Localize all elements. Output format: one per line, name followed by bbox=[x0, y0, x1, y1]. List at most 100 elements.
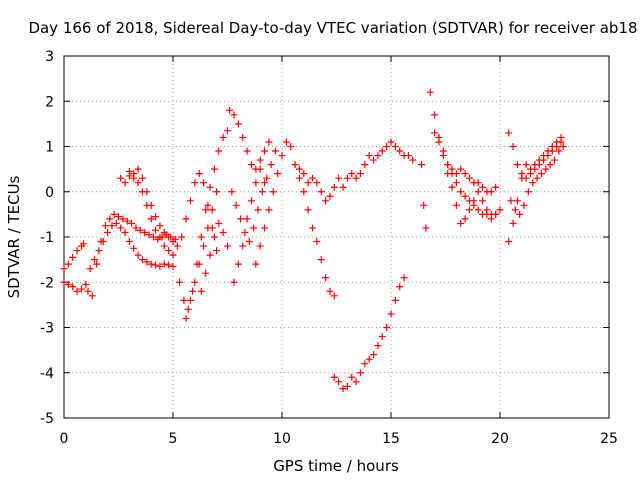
series-arc-a bbox=[60, 278, 90, 295]
series-arc-m bbox=[230, 165, 269, 286]
data-point bbox=[527, 170, 535, 178]
data-point bbox=[404, 152, 412, 160]
data-point bbox=[245, 238, 253, 246]
data-point bbox=[191, 278, 199, 286]
series-arc-j bbox=[197, 219, 231, 295]
data-point bbox=[247, 161, 255, 169]
data-point bbox=[518, 170, 526, 178]
data-points bbox=[60, 88, 567, 393]
series-arc-h bbox=[182, 188, 221, 322]
data-point bbox=[234, 120, 242, 128]
data-point bbox=[125, 167, 133, 175]
data-point bbox=[169, 262, 177, 270]
data-point bbox=[524, 188, 532, 196]
data-point bbox=[134, 179, 142, 187]
data-point bbox=[322, 274, 330, 282]
data-point bbox=[160, 228, 168, 236]
data-point bbox=[226, 106, 234, 114]
data-point bbox=[230, 111, 238, 119]
data-point bbox=[387, 138, 395, 146]
data-point bbox=[300, 188, 308, 196]
data-point bbox=[88, 292, 96, 300]
data-point bbox=[444, 161, 452, 169]
data-point bbox=[513, 161, 521, 169]
data-point bbox=[165, 247, 173, 255]
y-tick-label: 0 bbox=[45, 185, 54, 201]
data-point bbox=[544, 152, 552, 160]
data-point bbox=[180, 296, 188, 304]
data-point bbox=[295, 165, 303, 173]
data-point bbox=[326, 192, 334, 200]
data-point bbox=[165, 261, 173, 269]
data-point bbox=[117, 224, 125, 232]
data-point bbox=[250, 224, 258, 232]
data-point bbox=[505, 129, 513, 137]
data-point bbox=[378, 333, 386, 341]
data-point bbox=[322, 197, 330, 205]
data-point bbox=[156, 233, 164, 241]
data-point bbox=[60, 278, 68, 286]
series-arc-g bbox=[176, 127, 231, 313]
data-point bbox=[160, 242, 168, 250]
data-point bbox=[73, 287, 81, 295]
data-point bbox=[265, 138, 273, 146]
data-point bbox=[237, 215, 245, 223]
data-point bbox=[370, 351, 378, 359]
data-point bbox=[130, 170, 138, 178]
data-point bbox=[431, 111, 439, 119]
data-point bbox=[513, 197, 521, 205]
data-point bbox=[479, 197, 487, 205]
data-point bbox=[224, 127, 231, 135]
data-point bbox=[418, 161, 426, 169]
y-tick-label: -5 bbox=[40, 411, 54, 427]
data-point bbox=[356, 170, 364, 178]
series-arc-x bbox=[505, 129, 565, 182]
data-point bbox=[121, 228, 129, 236]
series-arc-l bbox=[228, 147, 279, 246]
data-point bbox=[176, 278, 184, 286]
data-point bbox=[330, 292, 338, 300]
data-point bbox=[365, 152, 373, 160]
data-point bbox=[474, 179, 482, 187]
x-tick-label: 5 bbox=[169, 431, 178, 447]
series-arc-y bbox=[507, 143, 567, 218]
data-point bbox=[138, 174, 146, 182]
data-point bbox=[483, 210, 491, 218]
data-point bbox=[243, 215, 251, 223]
data-point bbox=[228, 188, 236, 196]
data-point bbox=[156, 262, 164, 270]
data-point bbox=[457, 188, 465, 196]
data-point bbox=[125, 238, 133, 246]
data-point bbox=[511, 206, 519, 214]
data-point bbox=[202, 206, 210, 214]
data-point bbox=[191, 179, 199, 187]
data-point bbox=[269, 188, 277, 196]
y-tick-label: -2 bbox=[40, 275, 54, 291]
data-point bbox=[352, 174, 360, 182]
data-point bbox=[112, 219, 120, 227]
data-point bbox=[542, 165, 550, 173]
data-point bbox=[64, 281, 72, 289]
data-point bbox=[130, 244, 138, 252]
series-arc-o bbox=[291, 161, 338, 300]
data-point bbox=[356, 369, 364, 377]
data-point bbox=[117, 174, 125, 182]
data-point bbox=[465, 206, 473, 214]
data-point bbox=[505, 238, 513, 246]
data-point bbox=[422, 224, 430, 232]
data-point bbox=[206, 251, 214, 259]
data-point bbox=[213, 247, 221, 255]
y-tick-label: 2 bbox=[45, 94, 54, 110]
series-arc-t bbox=[431, 129, 504, 223]
data-point bbox=[119, 215, 127, 223]
data-point bbox=[435, 138, 443, 146]
data-point bbox=[108, 222, 116, 230]
data-point bbox=[265, 206, 273, 214]
y-tick-label: 1 bbox=[45, 140, 54, 156]
data-point bbox=[555, 147, 563, 155]
data-point bbox=[295, 174, 303, 182]
data-point bbox=[391, 296, 399, 304]
series-arc-u bbox=[444, 161, 500, 196]
data-point bbox=[232, 201, 240, 209]
data-point bbox=[557, 138, 565, 146]
